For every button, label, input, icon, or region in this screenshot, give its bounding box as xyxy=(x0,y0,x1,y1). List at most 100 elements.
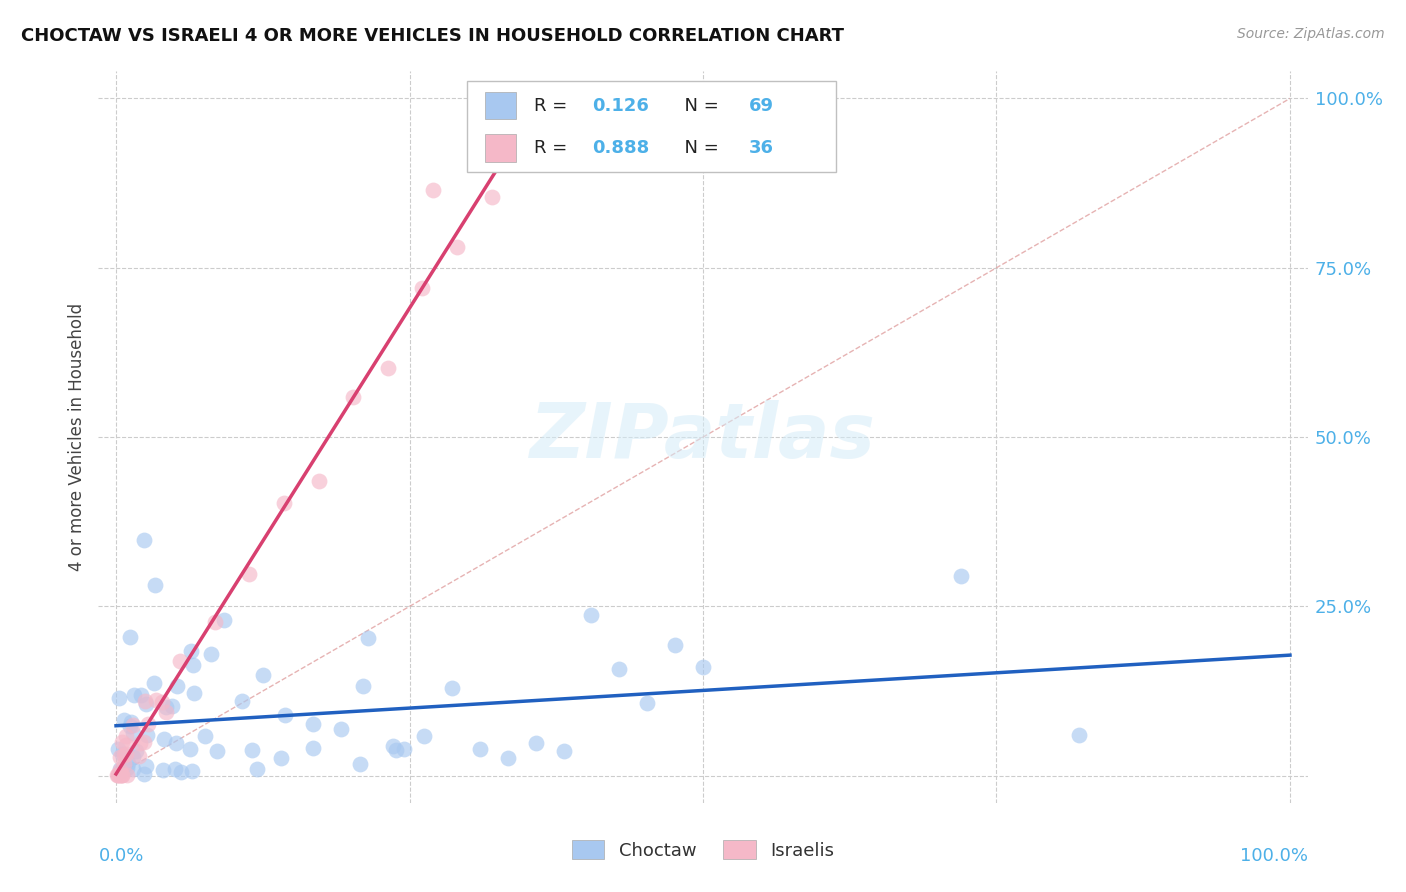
Point xyxy=(181,658,204,673)
FancyBboxPatch shape xyxy=(485,92,516,120)
Point xyxy=(107,768,129,782)
Point xyxy=(308,474,330,488)
Point xyxy=(180,764,202,778)
Point xyxy=(110,768,132,782)
Point xyxy=(134,694,156,708)
Text: 0.126: 0.126 xyxy=(592,96,648,114)
Point xyxy=(118,630,141,644)
Point xyxy=(166,679,188,693)
Point xyxy=(150,695,173,709)
Text: N =: N = xyxy=(673,138,724,157)
Point xyxy=(114,714,136,728)
Point xyxy=(129,688,152,702)
Point xyxy=(422,183,444,197)
Point xyxy=(152,763,174,777)
Point xyxy=(413,730,436,744)
Point xyxy=(183,686,205,700)
Point xyxy=(950,569,973,583)
Point xyxy=(165,736,187,750)
Point xyxy=(118,719,141,733)
Point xyxy=(357,631,380,645)
Point xyxy=(128,749,150,764)
Point xyxy=(1067,728,1090,742)
Text: 69: 69 xyxy=(749,96,773,114)
Point xyxy=(105,768,128,782)
FancyBboxPatch shape xyxy=(485,134,516,161)
Point xyxy=(169,654,191,668)
Point xyxy=(124,744,146,758)
Point xyxy=(636,696,658,710)
Point xyxy=(179,742,201,756)
Point xyxy=(108,691,131,706)
Point xyxy=(143,578,166,592)
Point xyxy=(692,660,714,674)
Point xyxy=(135,697,157,711)
Point xyxy=(108,762,131,776)
Text: ZIPatlas: ZIPatlas xyxy=(530,401,876,474)
Point xyxy=(129,736,152,750)
Point xyxy=(329,723,352,737)
Point xyxy=(115,747,138,762)
Point xyxy=(524,736,547,750)
FancyBboxPatch shape xyxy=(467,81,837,172)
Point xyxy=(115,729,138,743)
Text: CHOCTAW VS ISRAELI 4 OR MORE VEHICLES IN HOUSEHOLD CORRELATION CHART: CHOCTAW VS ISRAELI 4 OR MORE VEHICLES IN… xyxy=(21,27,844,45)
Point xyxy=(664,638,686,652)
Text: 100.0%: 100.0% xyxy=(1240,847,1308,864)
Point xyxy=(609,662,631,676)
Point xyxy=(446,240,468,254)
Point xyxy=(352,679,374,693)
Text: Source: ZipAtlas.com: Source: ZipAtlas.com xyxy=(1237,27,1385,41)
Point xyxy=(110,747,132,761)
Point xyxy=(121,762,143,776)
Point xyxy=(180,644,202,658)
Point xyxy=(553,744,575,758)
Point xyxy=(112,756,135,771)
Point xyxy=(194,729,217,743)
Point xyxy=(496,751,519,765)
Point xyxy=(152,732,174,747)
Point xyxy=(302,717,325,731)
Point xyxy=(270,751,292,765)
Point xyxy=(111,735,134,749)
Point xyxy=(107,742,129,756)
Point xyxy=(468,742,491,756)
Point xyxy=(231,693,253,707)
Point xyxy=(121,750,143,764)
Point xyxy=(301,741,323,756)
Point xyxy=(240,742,263,756)
Point xyxy=(135,759,157,773)
Point xyxy=(107,768,129,782)
Point xyxy=(411,281,433,295)
Point xyxy=(385,743,408,757)
Point xyxy=(349,756,371,771)
Point xyxy=(120,715,142,730)
Point xyxy=(155,706,177,720)
Point xyxy=(142,676,165,690)
Point xyxy=(115,761,138,775)
Text: R =: R = xyxy=(534,138,572,157)
Point xyxy=(273,496,295,510)
Point xyxy=(111,768,134,782)
Point xyxy=(252,668,274,682)
Point xyxy=(110,767,132,781)
Point xyxy=(212,613,235,627)
Point xyxy=(122,718,145,732)
Point xyxy=(136,717,159,731)
Point xyxy=(342,390,364,404)
Point xyxy=(481,190,503,204)
Point xyxy=(581,608,603,623)
Text: 36: 36 xyxy=(749,138,773,157)
Point xyxy=(377,360,399,375)
Point xyxy=(112,748,135,763)
Point xyxy=(114,738,136,752)
Point xyxy=(115,768,138,782)
Point xyxy=(238,567,260,582)
Point xyxy=(124,688,146,702)
Point xyxy=(441,681,464,695)
Y-axis label: 4 or more Vehicles in Household: 4 or more Vehicles in Household xyxy=(67,303,86,571)
Point xyxy=(155,700,177,714)
Point xyxy=(205,744,228,758)
Point xyxy=(200,647,222,661)
Point xyxy=(170,765,193,780)
